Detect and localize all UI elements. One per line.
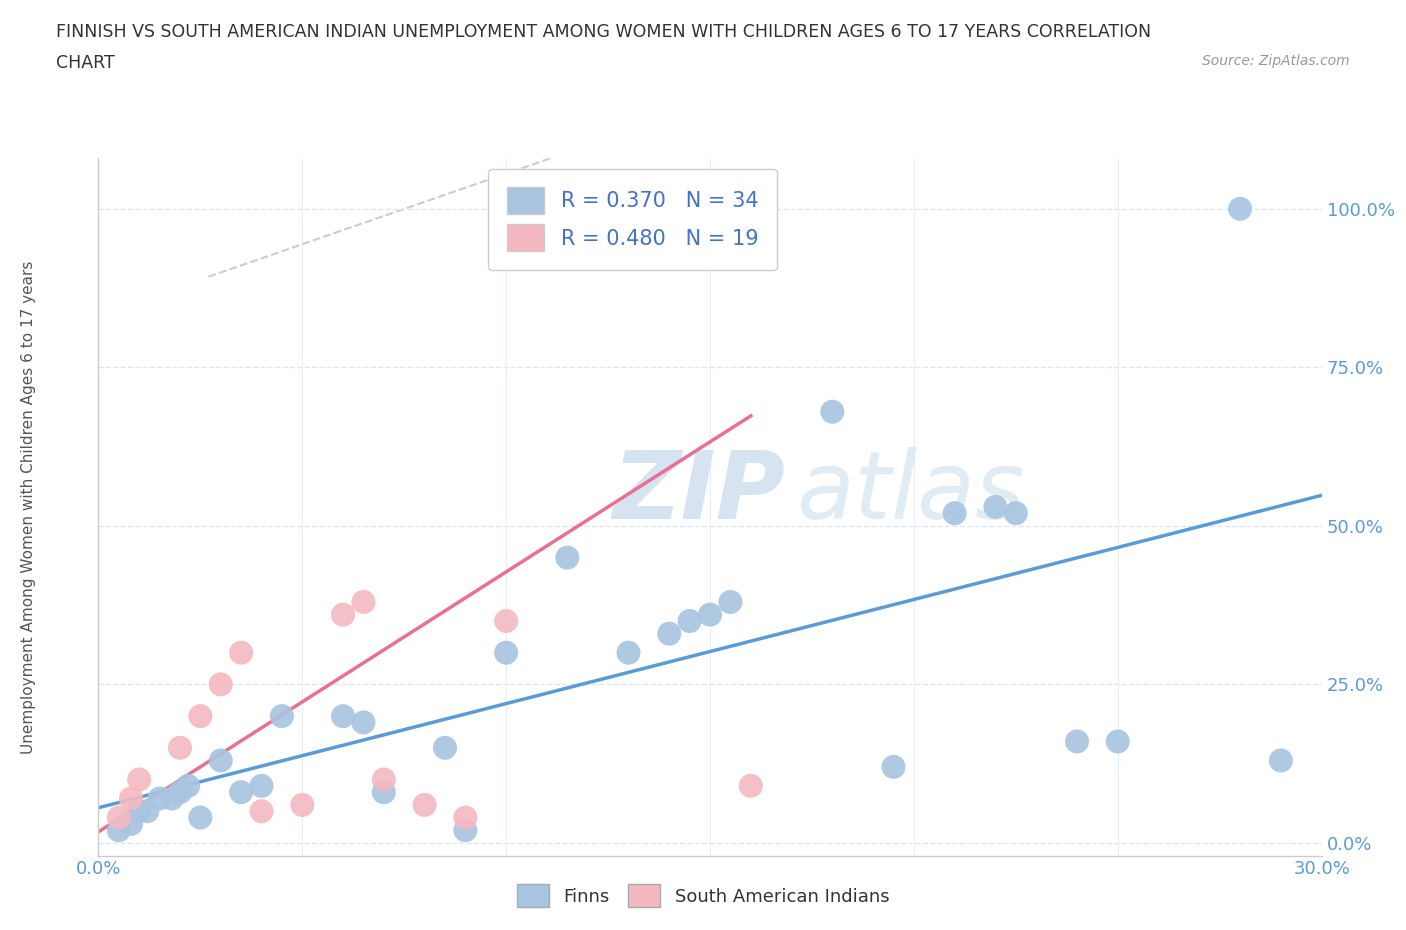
Point: [120, 817, 142, 831]
Point: [943, 506, 966, 521]
Point: [699, 220, 721, 235]
Text: FINNISH VS SOUTH AMERICAN INDIAN UNEMPLOYMENT AMONG WOMEN WITH CHILDREN AGES 6 T: FINNISH VS SOUTH AMERICAN INDIAN UNEMPLO…: [56, 23, 1152, 41]
Legend: Finns, South American Indians: Finns, South American Indians: [508, 875, 898, 916]
Point: [231, 785, 253, 800]
Point: [1004, 506, 1026, 521]
Point: [454, 810, 477, 825]
Point: [332, 709, 354, 724]
Point: [373, 785, 395, 800]
Text: Source: ZipAtlas.com: Source: ZipAtlas.com: [1202, 54, 1350, 68]
Point: [555, 551, 579, 565]
Point: [454, 823, 477, 838]
Point: [188, 810, 212, 825]
Point: [637, 220, 661, 235]
Point: [740, 778, 762, 793]
Point: [188, 709, 212, 724]
Point: [108, 823, 131, 838]
Point: [332, 607, 354, 622]
Point: [231, 645, 253, 660]
Point: [413, 797, 436, 812]
Point: [617, 220, 640, 235]
Point: [169, 785, 191, 800]
Point: [291, 797, 314, 812]
Point: [177, 778, 200, 793]
Text: atlas: atlas: [796, 447, 1024, 538]
Point: [169, 740, 191, 755]
Point: [679, 614, 702, 629]
Point: [120, 791, 142, 806]
Point: [821, 405, 844, 419]
Point: [1229, 202, 1251, 217]
Point: [1107, 734, 1129, 749]
Point: [617, 645, 640, 660]
Point: [108, 810, 131, 825]
Point: [495, 614, 517, 629]
Point: [209, 677, 232, 692]
Point: [352, 594, 374, 609]
Point: [658, 626, 681, 641]
Point: [209, 753, 232, 768]
Point: [250, 778, 273, 793]
Point: [136, 804, 159, 818]
Point: [160, 791, 183, 806]
Point: [149, 791, 172, 806]
Point: [128, 804, 150, 818]
Point: [270, 709, 294, 724]
Point: [250, 804, 273, 818]
Y-axis label: Unemployment Among Women with Children Ages 6 to 17 years: Unemployment Among Women with Children A…: [21, 260, 37, 753]
Text: ZIP: ZIP: [612, 447, 785, 538]
Text: CHART: CHART: [56, 54, 115, 72]
Point: [984, 499, 1007, 514]
Point: [352, 715, 374, 730]
Point: [373, 772, 395, 787]
Point: [128, 772, 150, 787]
Point: [495, 645, 517, 660]
Point: [699, 607, 721, 622]
Point: [718, 594, 742, 609]
Point: [883, 760, 905, 775]
Legend: R = 0.370   N = 34, R = 0.480   N = 19: R = 0.370 N = 34, R = 0.480 N = 19: [488, 168, 778, 270]
Point: [1270, 753, 1292, 768]
Point: [1066, 734, 1088, 749]
Point: [434, 740, 457, 755]
